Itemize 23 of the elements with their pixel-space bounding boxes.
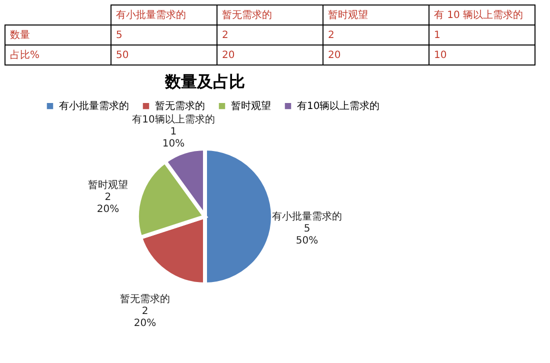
text: 有小批量需求的 [116, 9, 186, 21]
text: 50 [116, 50, 129, 61]
text: 暂无需求的 [222, 9, 272, 21]
legend-label: 有10辆以上需求的 [297, 100, 380, 112]
text: 1 [434, 30, 440, 41]
legend-label: 暂无需求的 [155, 100, 205, 112]
text: 2 [222, 30, 228, 41]
text: 占比% [10, 49, 40, 61]
legend-label: 有小批量需求的 [59, 100, 129, 112]
text: 有 10 辆以上需求的 [434, 9, 524, 21]
text: 20 [328, 50, 341, 61]
data-label: 有10辆以上需求的 1 10% [132, 113, 215, 150]
text: 10 [434, 50, 447, 61]
legend-label: 暂时观望 [231, 100, 271, 112]
text: 数量 [10, 30, 30, 41]
data-label: 有小批量需求的 5 50% [272, 210, 342, 246]
text: 2 [328, 30, 334, 41]
chart-title: 数量及占比 [164, 72, 245, 91]
text: 暂时观望 [328, 9, 368, 21]
data-label: 暂无需求的 2 20% [120, 293, 170, 330]
text: 5 [116, 30, 122, 41]
text: 20 [222, 50, 235, 61]
data-label: 暂时观望 2 20% [88, 178, 128, 215]
